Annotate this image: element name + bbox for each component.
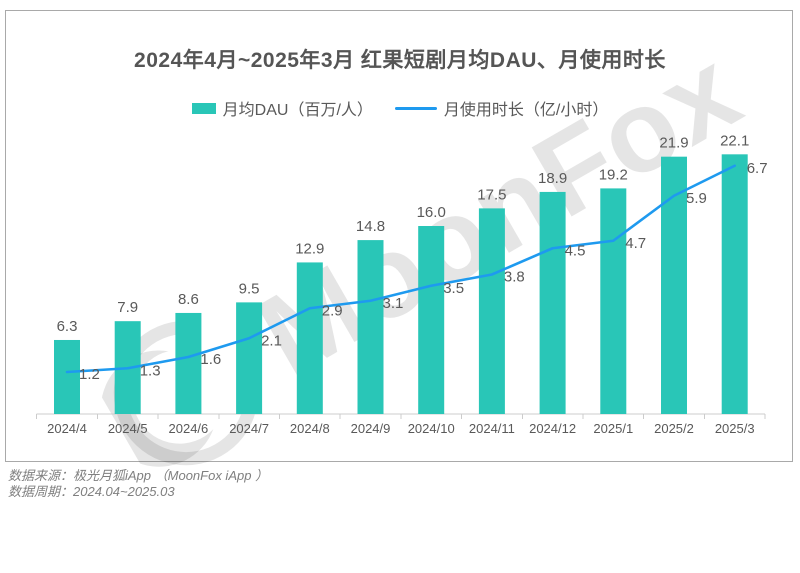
line-value-label: 4.7 bbox=[625, 235, 646, 252]
bar bbox=[661, 156, 687, 415]
bar bbox=[721, 154, 748, 414]
bar-value-label: 17.5 bbox=[477, 186, 506, 203]
bar-value-label: 21.9 bbox=[659, 135, 688, 152]
x-axis-category-label: 2024/9 bbox=[351, 421, 391, 436]
legend-item-dau: 月均DAU（百万/人） bbox=[191, 96, 373, 120]
x-axis-category-label: 2025/3 bbox=[715, 421, 755, 436]
dau-legend-label: 月均DAU（百万/人） bbox=[222, 102, 373, 119]
combo-chart: 6.3 7.9 8.6 9.5 12.9 14.8 16.0 17.5 18.9 19.2 21.9… bbox=[36, 132, 768, 436]
line-value-label: 1.3 bbox=[140, 362, 161, 379]
chart-frame bbox=[5, 10, 793, 462]
line-value-label: 3.8 bbox=[504, 269, 525, 286]
x-axis-category-label: 2024/4 bbox=[47, 421, 87, 436]
line-value-label: 1.6 bbox=[200, 351, 221, 368]
x-axis-category-label: 2024/7 bbox=[229, 421, 269, 436]
bar-value-label: 7.9 bbox=[117, 299, 138, 316]
chart-title: 2024年4月~2025年3月 红果短剧月均DAU、月使用时长 bbox=[134, 49, 666, 72]
bar bbox=[175, 312, 202, 414]
bar bbox=[357, 240, 384, 414]
x-axis-category-label: 2025/1 bbox=[593, 421, 633, 436]
line-value-label: 3.5 bbox=[443, 280, 464, 297]
x-axis-category-label: 2024/5 bbox=[108, 421, 148, 436]
chart-footer: 数据来源：极光月狐iApp （MoonFox iApp ） 数据周期：2024.… bbox=[8, 468, 788, 500]
line-value-label: 3.1 bbox=[383, 295, 404, 312]
bar bbox=[418, 226, 445, 414]
bar-value-label: 22.1 bbox=[720, 132, 749, 149]
bar-value-label: 6.3 bbox=[57, 318, 78, 335]
dau-bar-swatch-icon bbox=[191, 102, 216, 114]
line-value-label: 2.1 bbox=[261, 332, 282, 349]
line-value-label: 4.5 bbox=[565, 242, 586, 259]
x-axis-category-label: 2025/2 bbox=[654, 421, 694, 436]
bar bbox=[600, 188, 627, 414]
x-axis-category-label: 2024/11 bbox=[469, 421, 515, 436]
x-axis-category-label: 2024/8 bbox=[290, 421, 330, 436]
usage-line bbox=[65, 164, 737, 374]
duration-line-swatch-icon bbox=[394, 106, 437, 110]
bar-value-label: 9.5 bbox=[239, 280, 260, 297]
bar bbox=[296, 262, 323, 414]
duration-legend-label: 月使用时长（亿/小时） bbox=[443, 102, 609, 119]
line-value-label: 2.9 bbox=[322, 302, 343, 319]
bar-value-label: 16.0 bbox=[417, 204, 446, 221]
data-source-note: 数据来源：极光月狐iApp （MoonFox iApp ） bbox=[8, 468, 269, 483]
bar-value-label: 12.9 bbox=[295, 240, 324, 257]
bar-value-label: 14.8 bbox=[356, 218, 385, 235]
bar-value-label: 19.2 bbox=[599, 166, 628, 183]
bar-value-label: 18.9 bbox=[538, 170, 567, 187]
x-axis-category-label: 2024/6 bbox=[169, 421, 209, 436]
line-value-label: 1.2 bbox=[79, 366, 100, 383]
bar-value-label: 8.6 bbox=[178, 291, 199, 308]
x-axis-category-label: 2024/10 bbox=[408, 421, 455, 436]
bar bbox=[539, 191, 566, 414]
data-period-note: 数据周期：2024.04~2025.03 bbox=[8, 484, 175, 499]
x-axis-category-label: 2024/12 bbox=[529, 421, 576, 436]
legend: 月均DAU（百万/人） 月使用时长（亿/小时） bbox=[0, 96, 800, 120]
line-value-label: 5.9 bbox=[686, 190, 707, 207]
bar bbox=[478, 208, 505, 414]
legend-item-duration: 月使用时长（亿/小时） bbox=[394, 96, 609, 120]
line-value-label: 6.7 bbox=[747, 160, 768, 177]
bar bbox=[236, 302, 263, 414]
bar bbox=[54, 339, 80, 414]
